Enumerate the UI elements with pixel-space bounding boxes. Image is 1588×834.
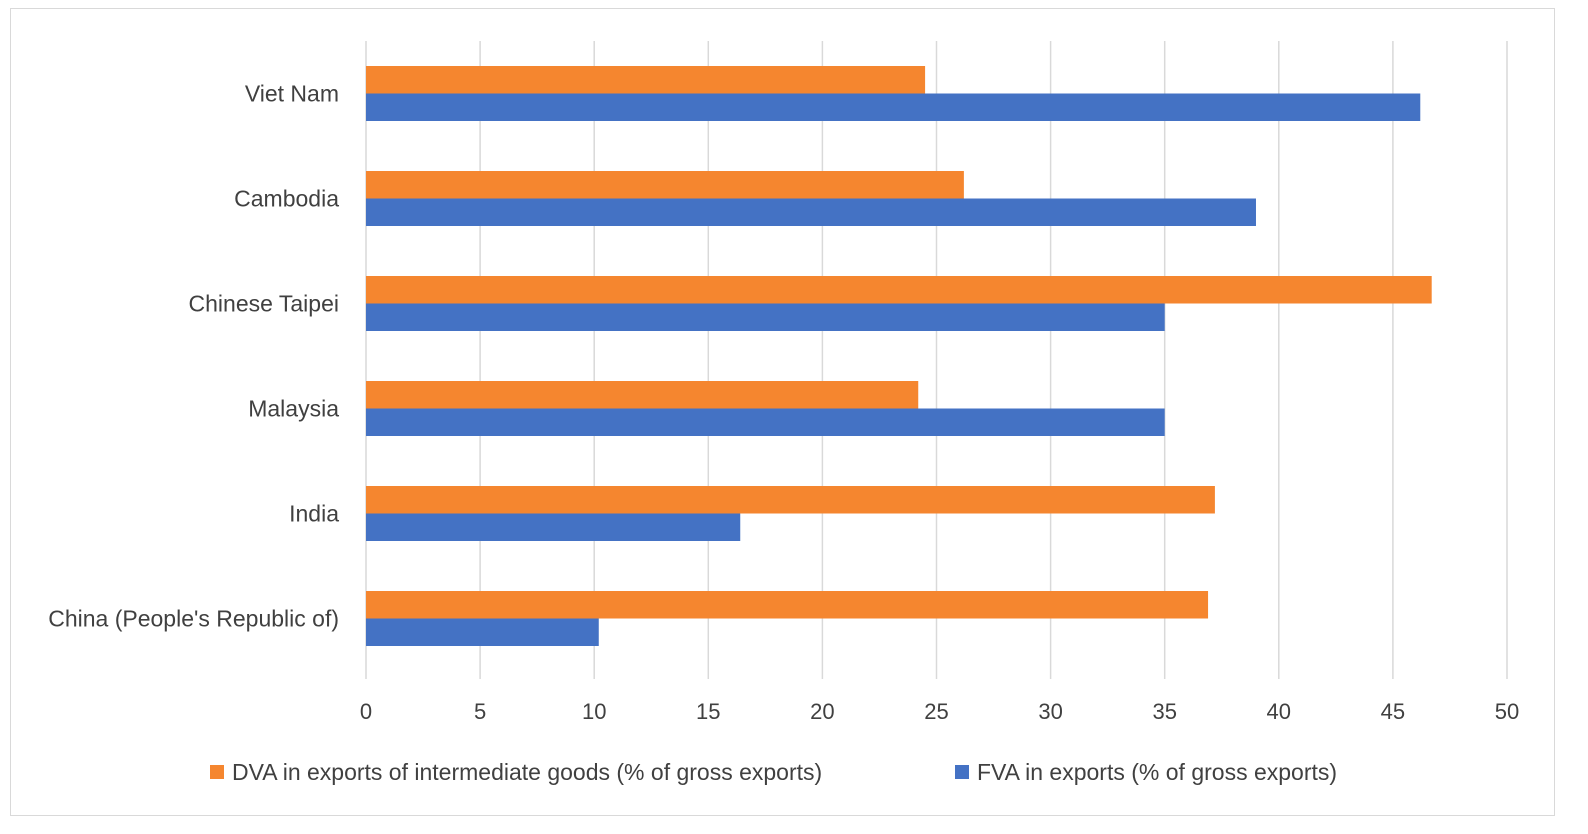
bar-malaysia-fva: [366, 408, 1165, 436]
category-labels: Viet Nam Cambodia Chinese Taipei Malaysia In…: [48, 81, 339, 632]
bar-india-fva: [366, 513, 741, 541]
x-tick-label-40: 40: [1267, 699, 1291, 724]
bar-chart: Viet Nam Cambodia Chinese Taipei Malaysia In…: [48, 41, 1519, 785]
category-label-malaysia: Malaysia: [248, 396, 339, 422]
bar-cambodia-dva: [366, 171, 964, 199]
x-tick-label-25: 25: [924, 699, 948, 724]
gridlines: [365, 41, 1508, 679]
legend-label-fva: FVA in exports (% of gross exports): [977, 759, 1337, 785]
legend-swatch-dva: [210, 765, 224, 779]
bar-india-dva: [366, 486, 1215, 514]
legend-swatch-fva: [955, 765, 969, 779]
x-axis-ticks: 0 5 10 15 20 25 30 35 40 45 50: [360, 699, 1519, 724]
x-tick-label-30: 30: [1038, 699, 1062, 724]
category-label-chinese-taipei: Chinese Taipei: [189, 291, 339, 317]
category-label-cambodia: Cambodia: [234, 186, 339, 212]
category-label-china-people-s-republic-of: China (People's Republic of): [48, 606, 339, 632]
bar-malaysia-dva: [366, 381, 919, 409]
legend-label-dva: DVA in exports of intermediate goods (% …: [232, 759, 822, 785]
x-tick-label-20: 20: [810, 699, 834, 724]
x-tick-label-10: 10: [582, 699, 606, 724]
bar-viet-nam-dva: [366, 66, 926, 94]
bar-china-people-s-republic-of-fva: [366, 618, 599, 646]
x-tick-label-35: 35: [1152, 699, 1176, 724]
bar-viet-nam-fva: [366, 93, 1421, 121]
x-tick-label-0: 0: [360, 699, 372, 724]
category-label-india: India: [289, 501, 339, 527]
legend: DVA in exports of intermediate goods (% …: [210, 759, 1337, 785]
category-label-viet-nam: Viet Nam: [245, 81, 339, 107]
bar-chinese-taipei-dva: [366, 276, 1432, 304]
bar-chinese-taipei-fva: [366, 303, 1165, 331]
bars: [366, 66, 1432, 646]
bar-china-people-s-republic-of-dva: [366, 591, 1209, 619]
bar-cambodia-fva: [366, 198, 1256, 226]
x-tick-label-5: 5: [474, 699, 486, 724]
x-tick-label-15: 15: [696, 699, 720, 724]
chart-frame: Viet Nam Cambodia Chinese Taipei Malaysia In…: [10, 8, 1555, 816]
x-tick-label-50: 50: [1495, 699, 1519, 724]
x-tick-label-45: 45: [1381, 699, 1405, 724]
